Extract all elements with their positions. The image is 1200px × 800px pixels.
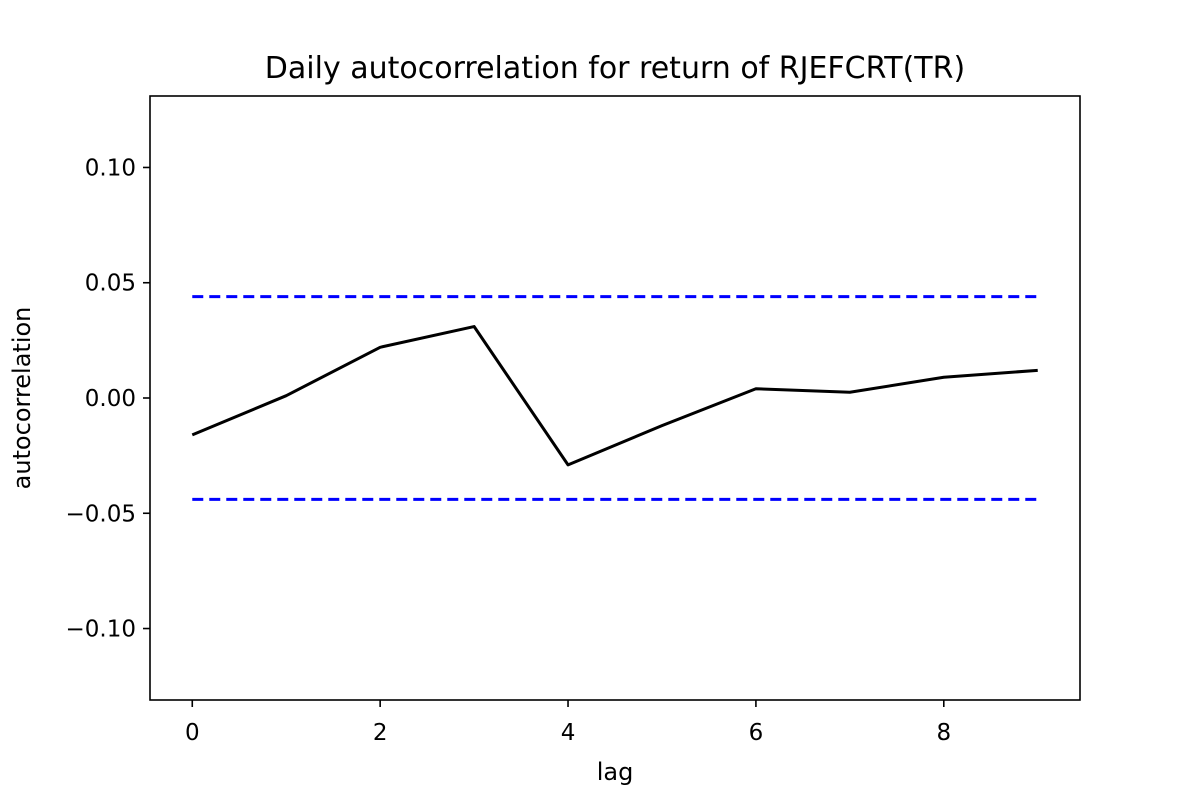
y-tick-label: 0.00 [85,386,136,412]
plot-frame [149,95,1081,701]
x-tick-label: 2 [373,720,388,746]
chart-title: Daily autocorrelation for return of RJEF… [265,51,965,86]
x-axis-label: lag [597,758,634,786]
x-tick-label: 8 [936,720,951,746]
x-tick-label: 6 [749,720,764,746]
x-axis: 0 2 4 6 8 [185,700,951,746]
x-tick-label: 0 [185,720,200,746]
y-tick-label: −0.05 [66,501,136,527]
y-tick-label: 0.10 [85,155,136,181]
plot-area [191,295,1038,501]
y-tick-label: 0.05 [85,271,136,297]
y-axis: 0.10 0.05 0.00 −0.05 −0.10 [66,155,150,643]
x-tick-label: 4 [561,720,576,746]
y-tick-label: −0.10 [66,617,136,643]
y-axis-label: autocorrelation [8,307,36,490]
autocorrelation-series-line [191,325,1038,467]
